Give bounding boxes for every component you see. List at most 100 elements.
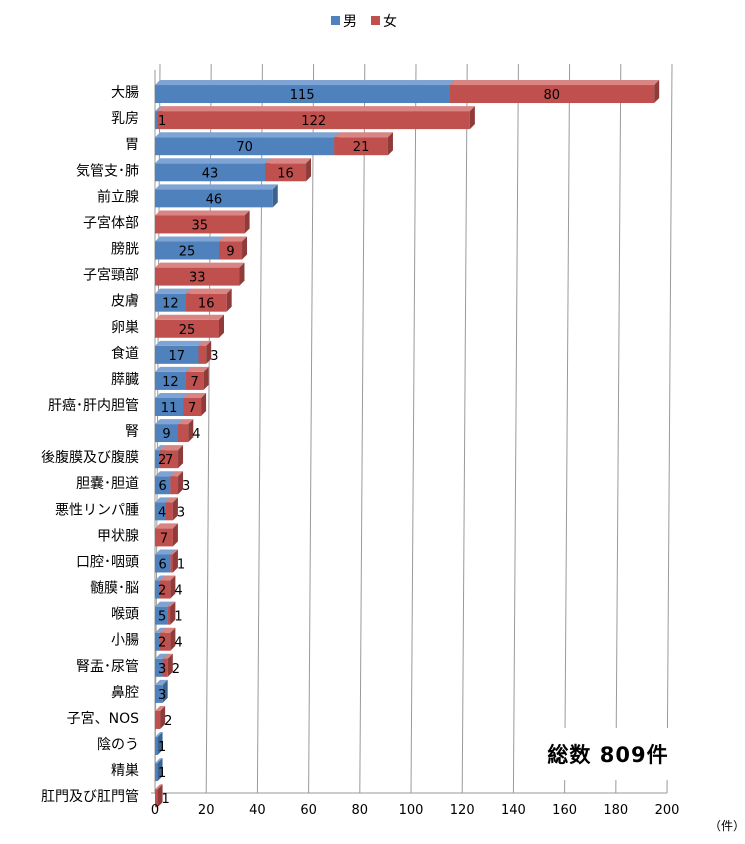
bar-female (185, 366, 209, 390)
value-label-female: 80 (544, 88, 561, 103)
bar-female (170, 471, 184, 495)
bar-female (178, 419, 194, 443)
value-label-male: 1 (158, 114, 166, 129)
category-label: 子宮頸部 (83, 268, 139, 284)
gridline (666, 63, 673, 794)
bars (155, 80, 660, 808)
value-label-male: 43 (202, 166, 219, 181)
bar-female (449, 80, 660, 104)
value-label-female: 35 (192, 218, 209, 233)
value-label-female: 4 (174, 636, 182, 651)
value-label-female: 1 (177, 557, 185, 572)
category-label: 口腔･咽頭 (76, 554, 139, 570)
legend-label-female: 女 (383, 13, 397, 30)
x-tick-label: 60 (300, 803, 317, 818)
value-label-male: 2 (158, 584, 166, 599)
category-label: 鼻腔 (111, 684, 139, 701)
x-tick-label: 0 (151, 803, 159, 818)
bar-female (219, 236, 248, 260)
gridline (410, 63, 417, 794)
x-tick-label: 140 (501, 803, 526, 818)
value-label-male: 1 (158, 740, 166, 755)
gridline (308, 63, 315, 794)
bar-female (155, 784, 163, 808)
bar-female (334, 132, 393, 156)
legend-label-male: 男 (343, 14, 357, 30)
value-label-male: 3 (158, 662, 166, 677)
category-labels: 大腸乳房胃気管支･肺前立腺子宮体部膀胱子宮頸部皮膚卵巣食道膵臓肝癌･肝内胆管腎後… (41, 85, 139, 805)
legend-swatch-female (371, 16, 380, 25)
value-label-female: 4 (174, 584, 182, 599)
category-label: 皮膚 (111, 294, 139, 310)
x-tick-label: 120 (450, 803, 475, 818)
bar-female (265, 158, 312, 182)
category-label: 後腹膜及び腹膜 (41, 449, 139, 466)
bar-female (183, 393, 207, 416)
value-label-female: 25 (179, 323, 196, 338)
value-label-male: 6 (159, 557, 167, 572)
x-tick-labels: 0 20 40 60 80 100 120 140 160 180 200 (151, 803, 680, 818)
category-label: 大腸 (111, 85, 139, 101)
category-label: 肝癌･肝内胆管 (48, 398, 139, 414)
bar-male (155, 184, 278, 208)
value-label-male: 12 (162, 375, 179, 390)
bar-male (155, 132, 340, 156)
bar-female (155, 314, 224, 338)
value-label-male: 70 (236, 140, 253, 155)
value-label-male: 2 (158, 636, 166, 651)
gridline (461, 63, 468, 794)
category-label: 子宮、NOS (67, 711, 139, 727)
bar-female (162, 653, 173, 677)
bar-male (155, 732, 163, 756)
value-label-male: 17 (168, 349, 185, 364)
value-label-male: 11 (161, 401, 178, 416)
bar-female (160, 627, 176, 651)
value-label-female: 3 (210, 349, 218, 364)
value-label-female: 7 (165, 453, 173, 468)
x-axis-unit-label: （件） (709, 819, 745, 833)
value-label-female: 33 (189, 271, 206, 286)
category-label: 前立腺 (97, 188, 139, 205)
value-label-male: 9 (162, 427, 170, 442)
category-label: 肛門及び肛門管 (41, 789, 139, 805)
category-label: 精巣 (111, 763, 139, 779)
bar-male (155, 758, 163, 782)
bar-female (160, 575, 176, 599)
value-label-male: 4 (158, 505, 166, 520)
value-label-female: 2 (172, 662, 180, 677)
value-label-female: 2 (164, 714, 172, 729)
x-tick-label: 40 (249, 803, 266, 818)
gridline (512, 63, 519, 794)
value-label-male: 115 (290, 88, 315, 103)
gridline (359, 63, 366, 794)
x-tick-label: 160 (552, 803, 577, 818)
bar-female (155, 210, 250, 234)
category-label: 膵臓 (111, 372, 139, 388)
value-label-female: 122 (301, 114, 326, 129)
bar-female (157, 106, 475, 130)
value-label-female: 7 (160, 531, 168, 546)
value-label-female: 16 (277, 166, 294, 181)
gridline (615, 63, 622, 794)
value-label-female: 3 (182, 479, 190, 494)
bar-female (155, 705, 166, 729)
value-label-male: 6 (159, 479, 167, 494)
category-label: 胆嚢･胆道 (76, 476, 139, 492)
category-label: 腎盂･尿管 (76, 659, 139, 675)
category-label: 甲状腺 (97, 528, 139, 544)
category-label: 乳房 (111, 111, 139, 127)
category-label: 腎 (125, 424, 139, 440)
category-label: 悪性リンパ腫 (55, 502, 139, 518)
value-label-female: 1 (162, 792, 170, 807)
value-label-male: 1 (158, 766, 166, 781)
category-label: 食道 (111, 345, 139, 362)
gridline (564, 63, 571, 794)
bar-male (155, 288, 191, 312)
category-label: 髄膜･脳 (90, 581, 139, 597)
value-label-male: 12 (162, 297, 179, 312)
bar-female (165, 497, 178, 521)
category-label: 小腸 (111, 633, 139, 649)
category-label: 喉頭 (111, 607, 139, 623)
